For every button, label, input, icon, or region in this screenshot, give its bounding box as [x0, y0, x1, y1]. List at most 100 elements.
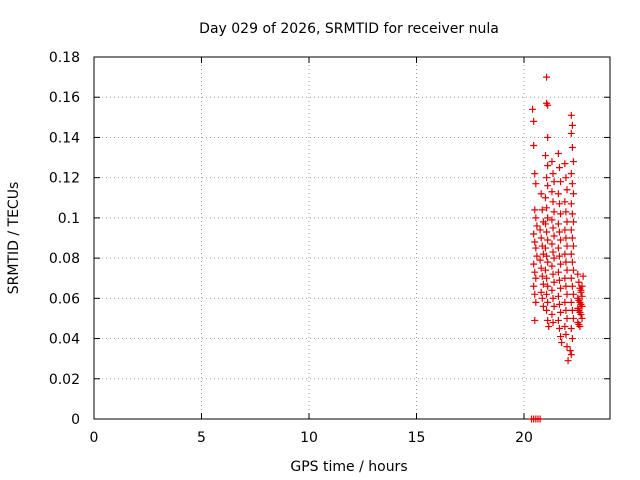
data-point	[548, 158, 556, 166]
data-point	[533, 222, 541, 230]
data-point	[568, 121, 576, 129]
data-point	[548, 240, 556, 248]
data-point	[537, 190, 545, 198]
data-point	[537, 288, 545, 296]
data-point	[554, 150, 562, 158]
data-point	[554, 220, 562, 228]
data-point	[562, 282, 570, 290]
data-point	[554, 292, 562, 300]
y-tick-label: 0.1	[58, 211, 80, 227]
data-point	[567, 200, 575, 208]
data-point	[555, 228, 563, 236]
data-point	[549, 170, 557, 178]
data-point	[530, 230, 538, 238]
data-point	[542, 244, 549, 252]
grid	[94, 57, 610, 419]
data-point	[542, 266, 549, 274]
data-point	[561, 160, 569, 168]
data-point	[543, 204, 551, 212]
data-point	[567, 298, 575, 306]
y-tick-label: 0.12	[49, 171, 80, 187]
data-point	[549, 224, 557, 232]
data-point	[530, 141, 538, 149]
data-point	[549, 318, 557, 326]
data-point	[529, 105, 537, 113]
y-tick-label: 0.18	[49, 50, 80, 66]
data-point	[536, 256, 544, 264]
data-point	[563, 242, 571, 250]
data-point	[544, 101, 552, 109]
data-point	[543, 252, 551, 260]
data-point	[569, 190, 577, 198]
data-point	[530, 282, 538, 290]
data-point	[575, 278, 583, 286]
data-point	[550, 232, 558, 240]
data-point	[544, 298, 552, 306]
data-point	[569, 266, 577, 274]
data-point	[537, 264, 545, 272]
data-point	[569, 242, 577, 250]
data-point	[562, 234, 570, 242]
data-point	[549, 294, 557, 302]
data-point	[548, 188, 556, 196]
data-point	[555, 325, 563, 332]
data-point	[577, 310, 585, 318]
data-point	[543, 274, 551, 282]
x-tick-label: 15	[408, 430, 426, 446]
data-point	[563, 186, 571, 194]
data-point	[544, 282, 552, 290]
y-tick-label: 0.02	[49, 372, 80, 388]
data-point	[576, 322, 584, 330]
data-point	[542, 220, 549, 228]
data-point	[563, 343, 571, 351]
data-point	[548, 262, 556, 270]
data-point	[531, 170, 539, 178]
data-point	[562, 306, 570, 314]
data-point	[578, 302, 586, 310]
data-point	[569, 290, 577, 298]
data-point	[555, 300, 563, 308]
data-point	[562, 174, 570, 182]
data-point	[544, 316, 552, 324]
data-point	[568, 180, 576, 188]
data-point	[550, 254, 558, 262]
data-point	[532, 244, 540, 252]
data-point	[531, 268, 539, 276]
y-axis-label: SRMTID / TECUs	[6, 182, 22, 295]
data-point	[538, 272, 546, 280]
data-point	[567, 250, 575, 258]
data-point	[544, 182, 552, 190]
y-tick-label: 0.16	[49, 90, 80, 106]
data-point	[544, 236, 552, 244]
data-point	[578, 282, 586, 290]
data-point	[533, 252, 541, 260]
axis-ticks: 0 0.02 0.04 0.06 0.08 0.1 0.12 0.14 0.16 0.18 0 5 10…	[49, 50, 610, 446]
data-point	[543, 73, 551, 81]
data-point	[578, 314, 586, 322]
data-point	[544, 133, 552, 141]
data-point	[550, 178, 558, 186]
data-point	[536, 415, 544, 423]
y-tick-label: 0.06	[49, 291, 80, 307]
data-point	[569, 158, 577, 166]
data-point	[542, 152, 549, 160]
data-point	[568, 335, 576, 343]
data-point	[531, 290, 539, 298]
data-point	[557, 260, 565, 268]
data-point	[563, 290, 571, 298]
data-point	[542, 194, 549, 202]
data-point	[543, 228, 551, 236]
plot-frame	[93, 56, 611, 420]
data-point	[566, 347, 574, 355]
data-point	[555, 164, 563, 172]
data-point	[567, 129, 575, 137]
data-point	[557, 236, 565, 244]
data-point	[579, 272, 587, 280]
y-tick-label: 0.08	[49, 251, 80, 267]
data-point	[548, 216, 556, 224]
data-point	[554, 190, 562, 198]
data-point	[561, 298, 569, 306]
data-point	[543, 306, 551, 314]
data-point	[561, 226, 569, 234]
data-point	[568, 144, 576, 151]
